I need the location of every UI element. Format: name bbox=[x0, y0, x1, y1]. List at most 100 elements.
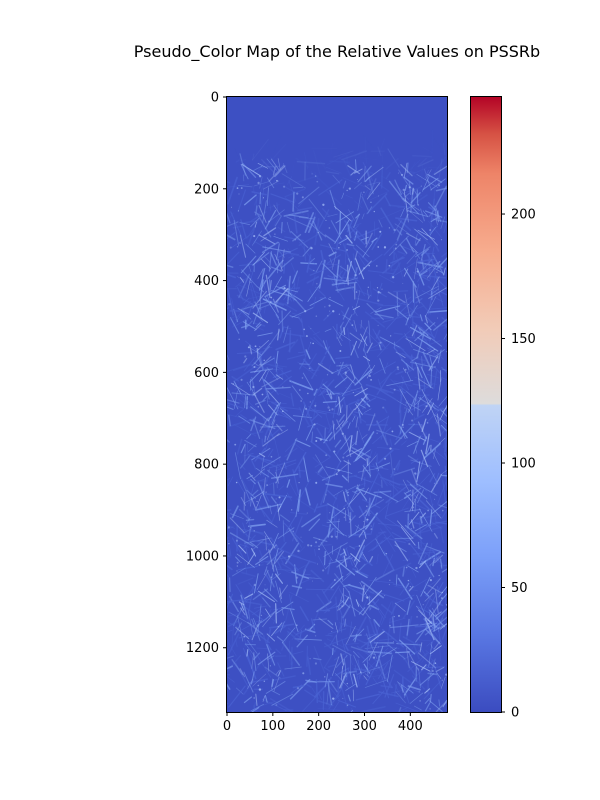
leaf-stroke bbox=[246, 214, 262, 239]
leaf-highlight bbox=[411, 188, 415, 195]
speck bbox=[408, 542, 411, 545]
leaf-highlight bbox=[409, 309, 416, 319]
heatmap-frame bbox=[226, 96, 448, 713]
leaf-stroke bbox=[227, 232, 236, 240]
leaf-stroke bbox=[227, 639, 237, 657]
leaf-stroke bbox=[239, 222, 250, 226]
leaf-stroke bbox=[432, 628, 446, 649]
leaf-stroke bbox=[273, 211, 282, 227]
leaf-highlight bbox=[244, 394, 247, 408]
speck bbox=[394, 247, 397, 250]
leaf-highlight bbox=[417, 396, 422, 405]
leaf-stroke bbox=[284, 594, 293, 623]
leaf-stroke bbox=[329, 622, 345, 646]
leaf-stroke bbox=[420, 301, 432, 315]
leaf-stroke bbox=[355, 297, 384, 306]
leaf-highlight bbox=[363, 355, 371, 362]
leaf-highlight bbox=[351, 415, 356, 423]
leaf-stroke bbox=[428, 206, 436, 212]
leaf-highlight bbox=[438, 586, 447, 598]
speck bbox=[268, 220, 270, 223]
leaf-stroke bbox=[265, 433, 272, 451]
speck bbox=[335, 473, 338, 476]
speck bbox=[335, 535, 338, 538]
leaf-stroke bbox=[425, 594, 439, 606]
leaf-stroke bbox=[352, 156, 381, 161]
leaf-stroke bbox=[431, 129, 434, 155]
leaf-stroke bbox=[290, 392, 295, 407]
leaf-stroke bbox=[252, 366, 280, 371]
leaf-stroke bbox=[323, 390, 343, 394]
heatmap-background bbox=[227, 97, 447, 712]
leaf-stroke bbox=[296, 160, 326, 165]
leaf-highlight bbox=[264, 694, 268, 703]
leaf-highlight bbox=[246, 474, 253, 480]
speck bbox=[393, 615, 395, 618]
speck bbox=[368, 375, 371, 377]
leaf-highlight bbox=[417, 229, 435, 240]
leaf-stroke bbox=[292, 312, 301, 317]
leaf-stroke bbox=[346, 219, 354, 233]
leaf-stroke bbox=[239, 530, 252, 539]
speck bbox=[370, 379, 372, 381]
leaf-stroke bbox=[402, 166, 426, 186]
leaf-stroke bbox=[234, 384, 243, 390]
leaf-stroke bbox=[409, 543, 424, 561]
leaf-stroke bbox=[231, 505, 239, 519]
leaf-stroke bbox=[232, 567, 246, 577]
leaf-highlight bbox=[248, 472, 256, 481]
leaf-stroke bbox=[302, 455, 309, 483]
speck bbox=[234, 443, 237, 446]
leaf-highlight bbox=[275, 669, 280, 676]
leaf-stroke bbox=[231, 537, 245, 559]
leaf-stroke bbox=[275, 580, 282, 603]
leaf-stroke bbox=[392, 247, 395, 260]
leaf-highlight bbox=[406, 252, 418, 264]
leaf-stroke bbox=[287, 248, 295, 260]
speck bbox=[282, 185, 286, 188]
leaf-highlight bbox=[338, 211, 342, 235]
leaf-highlight bbox=[425, 315, 437, 327]
leaf-highlight bbox=[360, 333, 368, 347]
leaf-highlight bbox=[252, 673, 267, 687]
leaf-stroke bbox=[235, 639, 238, 648]
leaf-highlight bbox=[354, 633, 358, 643]
leaf-stroke bbox=[298, 576, 315, 585]
speck bbox=[438, 574, 440, 577]
leaf-highlight bbox=[243, 357, 248, 364]
leaf-stroke bbox=[348, 590, 356, 617]
leaf-stroke bbox=[239, 263, 255, 267]
speck bbox=[351, 324, 354, 326]
speck bbox=[410, 527, 413, 530]
speck bbox=[232, 383, 234, 385]
leaf-stroke bbox=[335, 559, 356, 576]
leaf-highlight bbox=[252, 382, 254, 397]
leaf-stroke bbox=[290, 230, 309, 248]
leaf-highlight bbox=[414, 524, 427, 532]
leaf-highlight bbox=[440, 558, 443, 569]
leaf-highlight bbox=[274, 296, 281, 308]
leaf-highlight bbox=[435, 589, 439, 614]
leaf-highlight bbox=[335, 654, 348, 668]
leaf-stroke bbox=[423, 581, 427, 589]
leaf-stroke bbox=[248, 482, 255, 505]
leaf-stroke bbox=[283, 262, 286, 274]
leaf-stroke bbox=[364, 512, 378, 530]
leaf-highlight bbox=[259, 300, 261, 312]
leaf-stroke bbox=[314, 286, 326, 297]
speck bbox=[366, 518, 369, 521]
leaf-stroke bbox=[327, 684, 340, 701]
leaf-highlight bbox=[280, 248, 285, 272]
leaf-stroke bbox=[319, 244, 347, 252]
leaf-stroke bbox=[424, 561, 435, 578]
leaf-stroke bbox=[353, 182, 363, 190]
leaf-stroke bbox=[270, 498, 282, 525]
leaf-stroke bbox=[380, 601, 392, 626]
leaf-stroke bbox=[296, 634, 308, 648]
leaf-stroke bbox=[352, 544, 362, 549]
leaf-highlight bbox=[429, 355, 434, 369]
leaf-stroke bbox=[249, 635, 254, 643]
leaf-stroke bbox=[299, 478, 311, 500]
leaf-highlight bbox=[425, 628, 441, 645]
leaf-stroke bbox=[319, 527, 334, 546]
